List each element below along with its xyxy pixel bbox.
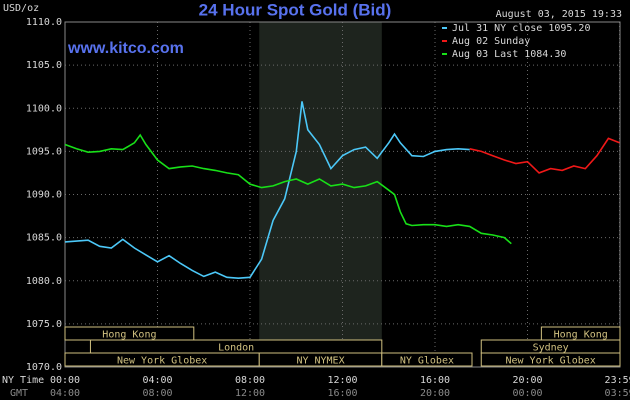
gmt-tick-label: 04:00 — [50, 388, 80, 399]
session-label: New York Globex — [117, 356, 207, 367]
y-tick-label: 1095.0 — [26, 146, 62, 157]
x-tick-label: 20:00 — [512, 375, 542, 386]
y-tick-label: 1105.0 — [26, 60, 62, 71]
x-row-label: GMT — [10, 388, 28, 399]
y-tick-label: 1075.0 — [26, 319, 62, 330]
legend-label: Aug 03 Last 1084.30 — [452, 49, 566, 60]
x-tick-label: 08:00 — [235, 375, 265, 386]
x-tick-label: 04:00 — [142, 375, 172, 386]
gmt-tick-label: 03:59 — [605, 388, 630, 399]
lines-layer — [64, 101, 620, 280]
y-axis-label: USD/oz — [3, 3, 39, 14]
legend-label: Jul 31 NY close 1095.20 — [452, 23, 590, 34]
watermark: www.kitco.com — [67, 40, 184, 57]
session-label: Hong Kong — [554, 330, 608, 341]
session-label: NY NYMEX — [296, 356, 344, 367]
session-label: Sydney — [533, 343, 569, 354]
gmt-tick-label: 00:00 — [512, 388, 542, 399]
session-box — [381, 352, 473, 367]
x-tick-label: 23:59 — [605, 375, 630, 386]
legend-label: Aug 02 Sunday — [452, 36, 530, 47]
gmt-tick-label: 16:00 — [327, 388, 357, 399]
sessions-layer: Hong Kong Hong Kong London Sydney New York G… — [64, 326, 621, 367]
price-line — [64, 101, 470, 280]
price-line — [64, 133, 512, 245]
session-box — [480, 352, 621, 367]
y-tick-label: 1090.0 — [26, 190, 62, 201]
x-tick-label: 12:00 — [327, 375, 357, 386]
x-tick-label: 00:00 — [50, 375, 80, 386]
plot-frame — [64, 21, 621, 368]
chart-title: 24 Hour Spot Gold (Bid) — [199, 0, 392, 19]
session-label: New York Globex — [505, 356, 595, 367]
y-tick-label: 1080.0 — [26, 276, 62, 287]
gmt-tick-label: 08:00 — [142, 388, 172, 399]
labels-layer: 1070.0 1075.0 1080.0 1085.0 1090.0 1095.0 1100… — [26, 17, 630, 399]
y-tick-label: 1100.0 — [26, 103, 62, 114]
session-label: Hong Kong — [102, 330, 156, 341]
grid-layer — [64, 21, 621, 368]
x-tick-label: 16:00 — [420, 375, 450, 386]
gmt-tick-label: 20:00 — [420, 388, 450, 399]
y-tick-label: 1085.0 — [26, 233, 62, 244]
gmt-tick-label: 12:00 — [235, 388, 265, 399]
y-tick-label: 1070.0 — [26, 362, 62, 373]
price-line — [469, 137, 620, 174]
session-label: NY Globex — [400, 356, 454, 367]
session-label: London — [218, 343, 254, 354]
y-tick-label: 1110.0 — [26, 17, 62, 28]
x-row-label: NY Time — [2, 375, 44, 386]
timestamp: August 03, 2015 19:33 — [496, 9, 622, 20]
